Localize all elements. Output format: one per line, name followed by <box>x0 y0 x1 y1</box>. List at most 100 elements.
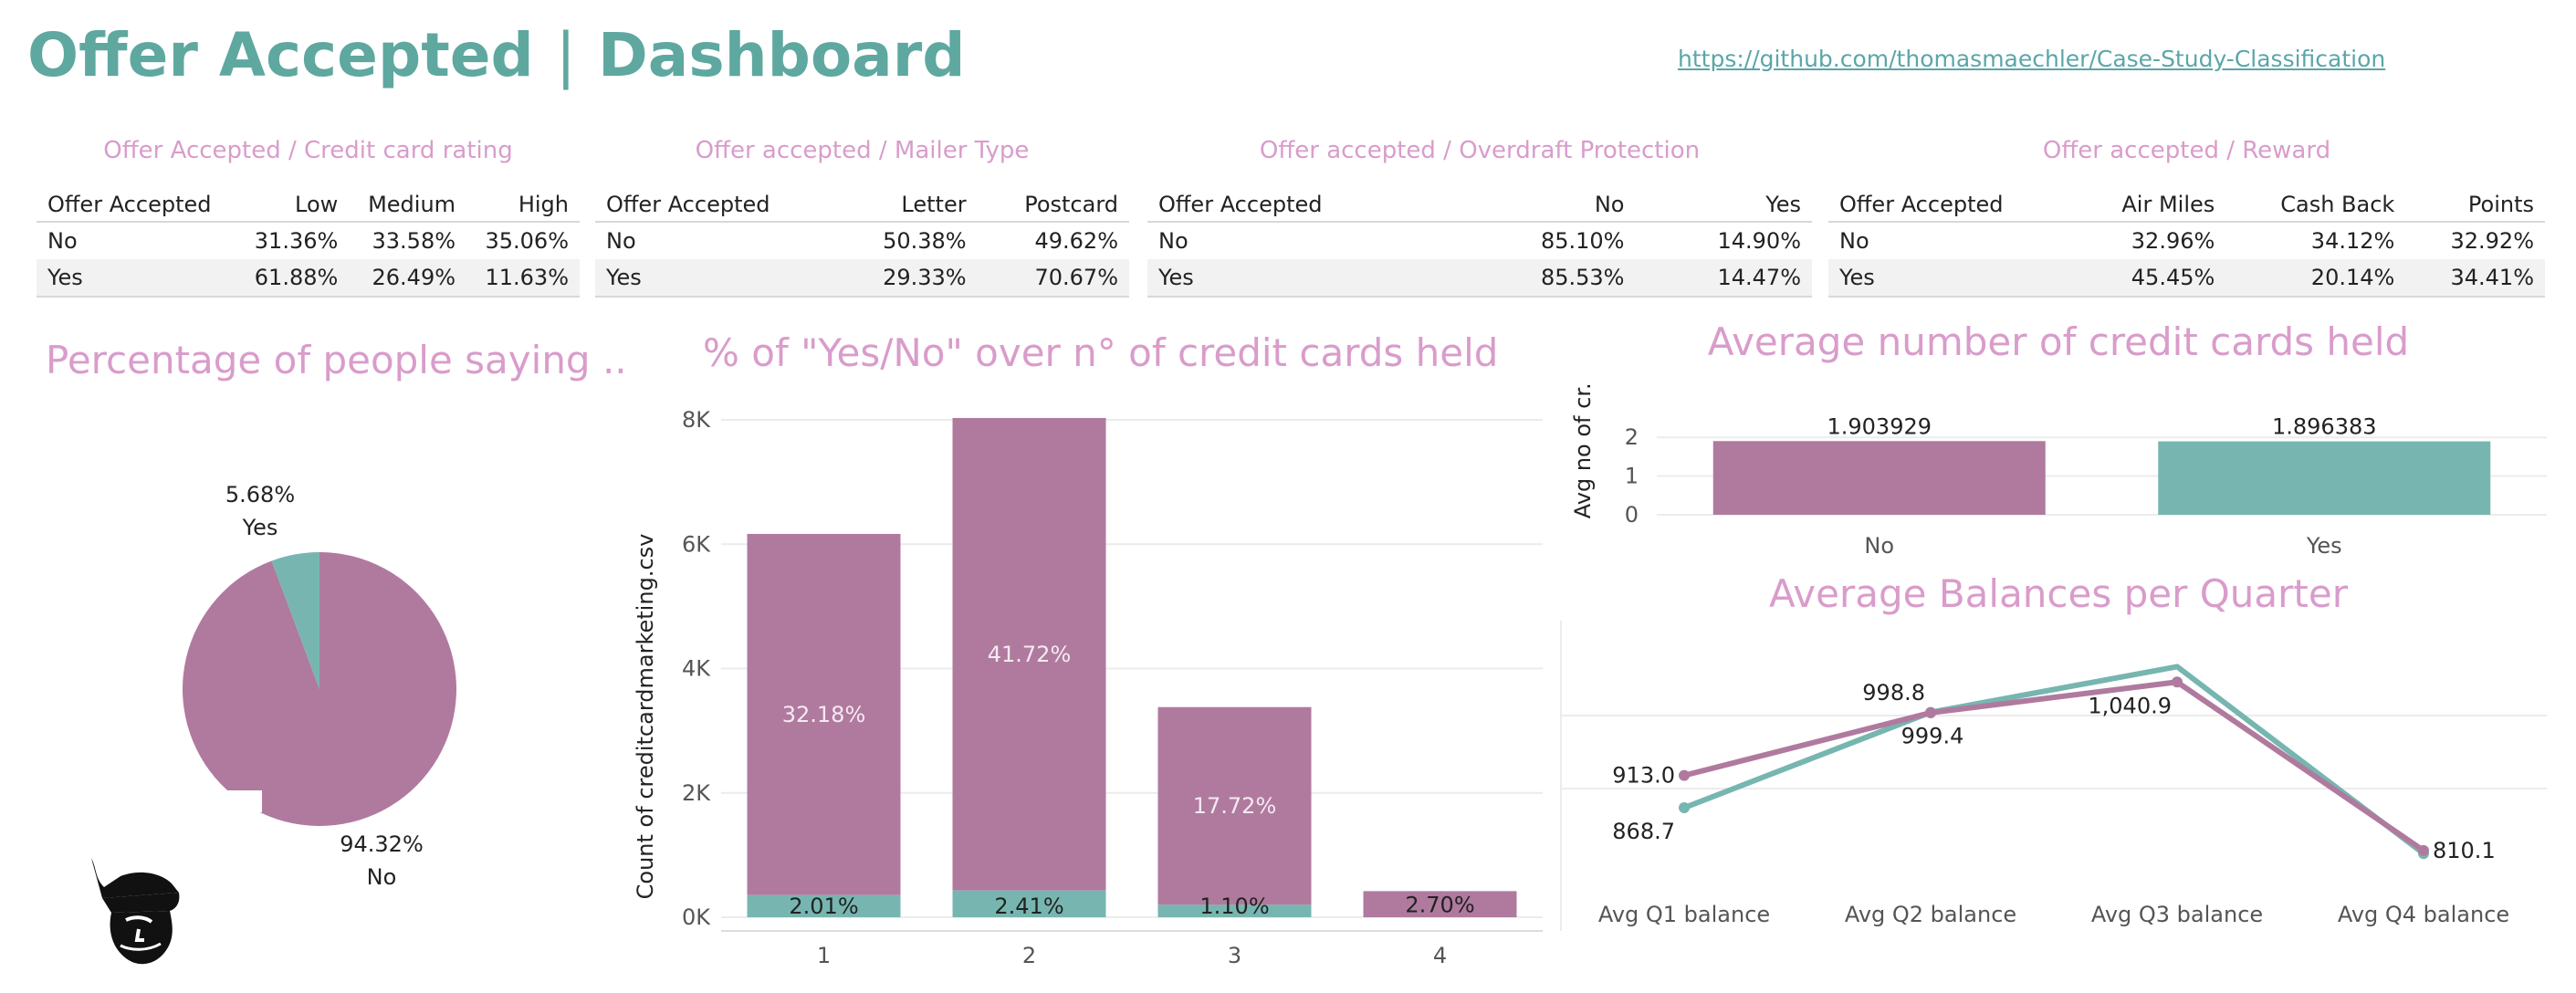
table-title-mailer-type: Offer accepted / Mailer Type <box>695 137 1030 164</box>
table-cell: 11.63% <box>466 259 580 298</box>
table-cell: No <box>47 228 78 254</box>
bar-chart-marks: 32.18% 2.01% 41.72% 2.41% 17.72% 1.10% 2.70% <box>747 417 1517 919</box>
table-cell: 45.45% <box>2073 259 2226 298</box>
y-tick-label: 2K <box>682 780 711 806</box>
stacked-bar-chart: 0K 2K 4K 6K 8K 1 2 3 4 32.18% 2.01% 41.72% 2.41% 17.… <box>633 407 1543 968</box>
column-header: Offer Accepted <box>1147 186 1459 223</box>
bar-chart-axis: 0K 2K 4K 6K 8K 1 2 3 4 <box>682 407 1543 968</box>
line-point[interactable] <box>2418 844 2429 856</box>
column-header: Offer Accepted <box>37 186 236 223</box>
pie-chart-title: Percentage of people saying .. <box>46 338 627 382</box>
table-cell: Yes <box>1147 259 1459 298</box>
bar-no-cards-2[interactable] <box>952 417 1106 891</box>
table-header-row: Offer Accepted No Yes <box>1147 186 1812 223</box>
column-header: Offer Accepted <box>1828 186 2074 223</box>
table-cell: 61.88% <box>236 259 350 298</box>
table-cell: No <box>1158 228 1189 254</box>
table-reward: Offer Accepted Air Miles Cash Back Point… <box>1828 186 2545 298</box>
table-cell: 32.92% <box>2450 228 2534 254</box>
table-mailer-type: Offer Accepted Letter Postcard No 50.38%… <box>595 186 1129 298</box>
y-tick-label: 6K <box>682 531 711 557</box>
table-credit-rating: Offer Accepted Low Medium High No 31.36%… <box>37 186 580 298</box>
column-header: Low <box>236 186 350 223</box>
table-title-overdraft: Offer accepted / Overdraft Protection <box>1259 137 1701 164</box>
line-point-label: 999.4 <box>1901 723 1964 748</box>
table-row: No 85.10% 14.90% <box>1147 222 1812 259</box>
y-tick-label: 0 <box>1625 502 1639 528</box>
line-point[interactable] <box>1679 802 1690 814</box>
table-cell: 85.53% <box>1458 259 1636 298</box>
avg-bar-yes[interactable] <box>2158 441 2491 515</box>
y-tick-label: 8K <box>682 407 711 433</box>
bar-label-no: 17.72% <box>1193 793 1277 819</box>
table-row: No 50.38% 49.62% <box>595 222 1129 259</box>
x-tick-label: Yes <box>2306 533 2342 559</box>
y-tick-label: 0K <box>682 904 711 930</box>
line-point[interactable] <box>1925 706 1936 718</box>
title-left: Offer Accepted <box>27 20 534 90</box>
avg-chart-marks: 1.903929 No 1.896383 Yes <box>1712 413 2491 559</box>
table-cell: 29.33% <box>839 259 978 298</box>
table-cell: 32.96% <box>2131 228 2215 254</box>
avg-bar-no[interactable] <box>1712 441 2046 515</box>
bar-yes-cards-3[interactable] <box>1157 904 1312 917</box>
pie-chart: 5.68% Yes 94.32% No <box>183 482 457 890</box>
line-point[interactable] <box>2172 676 2183 688</box>
table-header-row: Offer Accepted Air Miles Cash Back Point… <box>1828 186 2545 223</box>
pie-slice-no[interactable] <box>183 552 457 826</box>
table-cell: 35.06% <box>485 228 569 254</box>
table-cell: 26.49% <box>349 259 467 298</box>
title-right: Dashboard <box>598 20 966 90</box>
x-tick-label: 1 <box>817 943 831 968</box>
table-row: Yes 85.53% 14.47% <box>1147 259 1812 298</box>
bar-no-cards-3[interactable] <box>1157 706 1312 905</box>
line-chart-gridlines: Avg Q1 balance Avg Q2 balance Avg Q3 balan… <box>1560 621 2547 931</box>
x-tick-label: 4 <box>1433 943 1447 968</box>
table-cell: 14.47% <box>1635 259 1812 298</box>
table-cell: Yes <box>1828 259 2074 298</box>
line-chart-point-labels: 913.0 868.7 998.8 999.4 1,040.9 810.1 <box>1612 680 2495 863</box>
table-cell: 20.14% <box>2225 259 2406 298</box>
line-series-no[interactable] <box>1683 679 2425 853</box>
table-cell: 34.12% <box>2310 228 2395 254</box>
bar-yes-cards-1[interactable] <box>747 894 901 917</box>
balance-line-chart: Avg Q1 balance Avg Q2 balance Avg Q3 balan… <box>1560 621 2547 931</box>
bar-label-no: 2.70% <box>1405 893 1474 918</box>
column-header: Offer Accepted <box>595 186 840 223</box>
bar-no-cards-4[interactable] <box>1363 891 1517 917</box>
line-point[interactable] <box>1679 769 1690 781</box>
github-link[interactable]: https://github.com/thomasmaechler/Case-S… <box>1678 46 2386 72</box>
table-cell: No <box>606 228 636 254</box>
column-header: Medium <box>349 186 467 223</box>
captain-logo-icon <box>91 858 180 965</box>
bar-chart-title: % of "Yes/No" over n° of credit cards he… <box>703 330 1499 375</box>
line-point-label: 913.0 <box>1612 763 1675 789</box>
bar-yes-cards-2[interactable] <box>952 890 1106 917</box>
x-tick-label: No <box>1864 533 1894 559</box>
table-row: No 31.36% 33.58% 35.06% <box>37 222 580 259</box>
column-header: Yes <box>1635 186 1812 223</box>
page-title: Offer Accepted | Dashboard <box>27 20 966 90</box>
table-cell: 50.38% <box>883 228 967 254</box>
table-row: Yes 29.33% 70.67% <box>595 259 1129 298</box>
line-point-label: 998.8 <box>1862 680 1925 706</box>
x-tick-label: Avg Q1 balance <box>1598 902 1770 927</box>
table-cell: 33.58% <box>372 228 456 254</box>
line-series-yes[interactable] <box>1682 664 2425 856</box>
table-cell: Yes <box>37 259 236 298</box>
bar-label-yes: 2.41% <box>994 894 1063 919</box>
pie-slice-yes[interactable] <box>271 552 319 689</box>
pie-label-yes-value: 5.68% <box>225 482 295 507</box>
table-cell: 31.36% <box>254 228 339 254</box>
avg-chart-y-axis-label: Avg no of cr.. <box>1570 383 1596 518</box>
column-header: High <box>466 186 580 223</box>
bar-label-no: 32.18% <box>782 702 866 727</box>
column-header: Postcard <box>977 186 1129 223</box>
table-cell: 70.67% <box>977 259 1129 298</box>
line-point-label: 810.1 <box>2433 838 2496 863</box>
column-header: Air Miles <box>2073 186 2226 223</box>
avg-cards-bar-chart: 0 1 2 1.903929 No 1.896383 Yes Avg no of cr.. <box>1570 383 2547 559</box>
x-tick-label: Avg Q4 balance <box>2338 902 2509 927</box>
balance-chart-title: Average Balances per Quarter <box>1769 571 2348 616</box>
bar-no-cards-1[interactable] <box>747 534 901 895</box>
